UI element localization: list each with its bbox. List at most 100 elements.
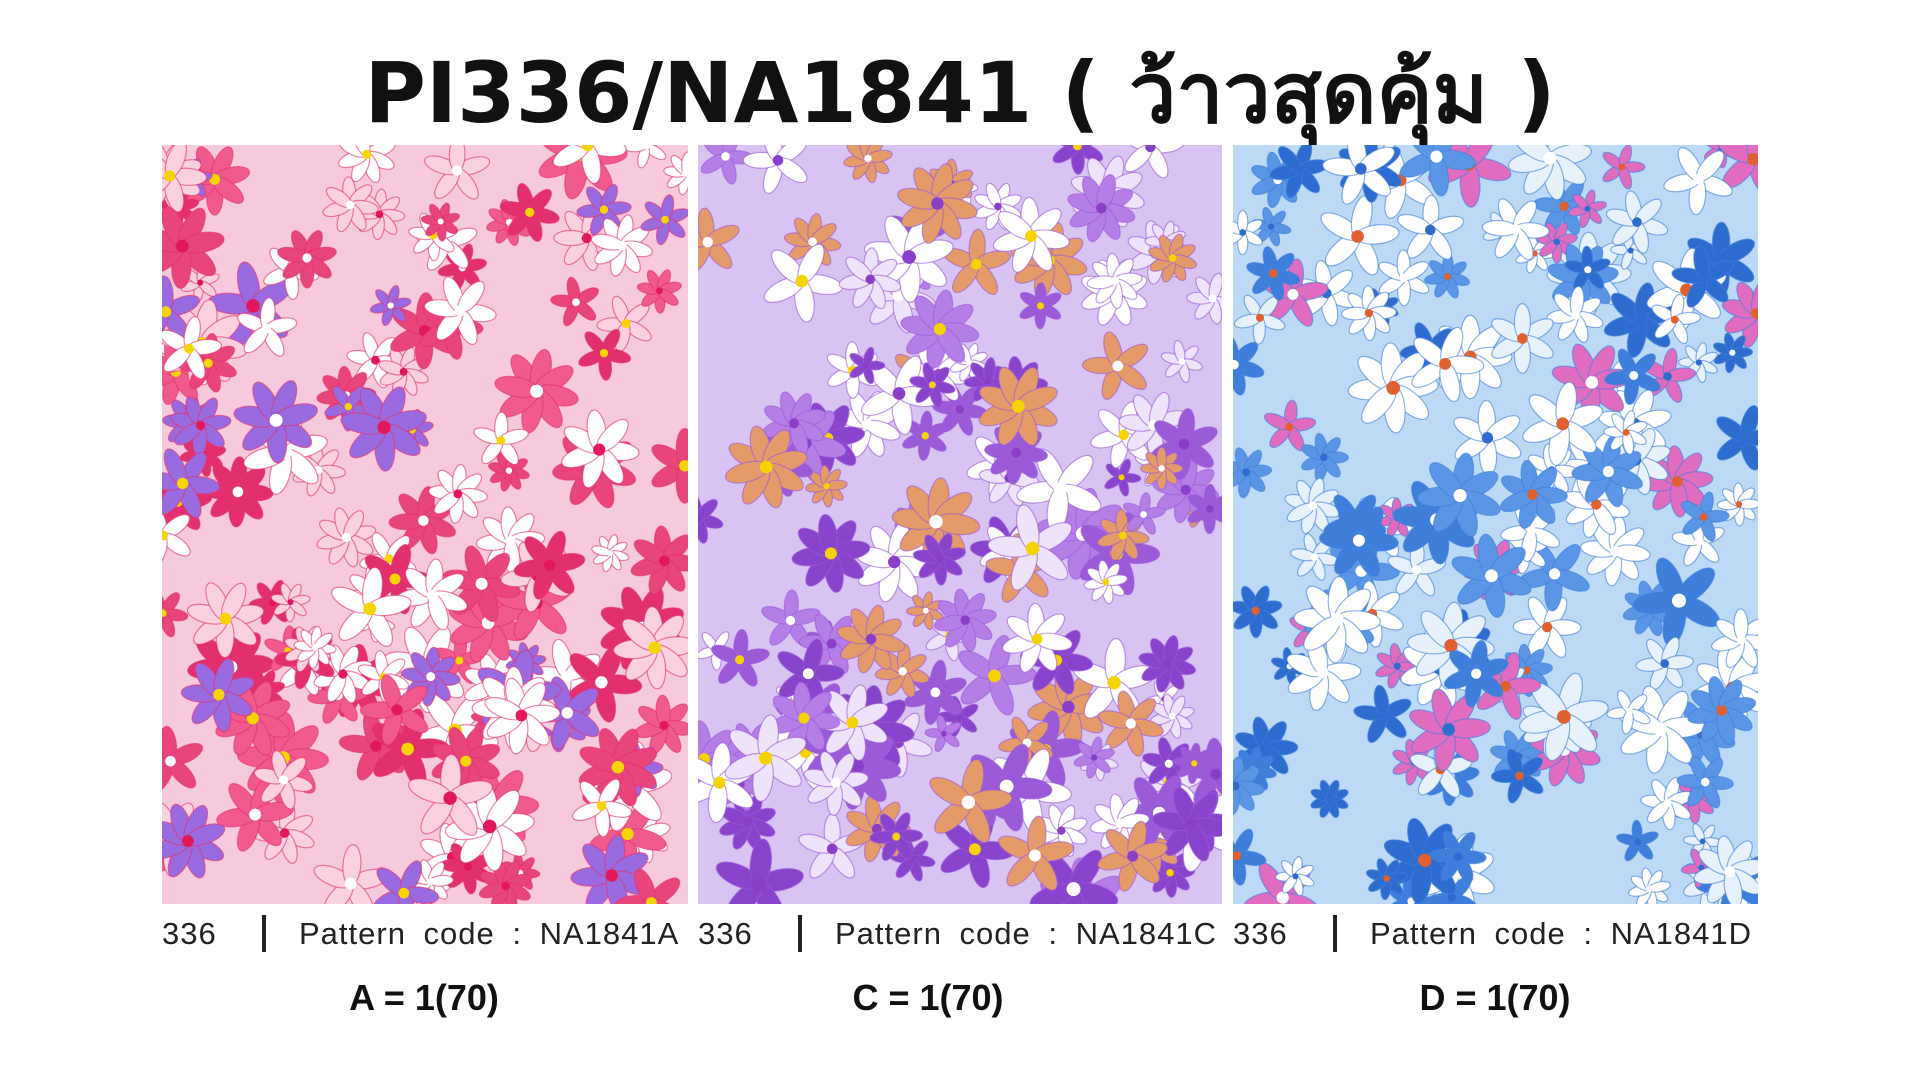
flower-center [387,302,394,309]
flower-center [1556,709,1571,724]
flower-center [599,205,609,214]
flower-center [621,827,634,841]
flower-center [1276,891,1289,904]
flower-center [1700,777,1710,787]
flower [1567,189,1607,229]
flower-center [1145,145,1156,153]
flower-center [1439,357,1452,370]
flower [1067,174,1136,243]
flower [322,176,379,233]
flower-center [544,559,555,571]
flower [1148,233,1198,283]
flower [1687,676,1757,745]
flower [478,859,532,904]
flower-center [1118,474,1125,481]
flower-center [1548,568,1561,580]
flower [1123,492,1166,535]
flower [552,145,627,185]
flower-center [599,348,609,358]
flower [1671,245,1734,308]
flower [1274,856,1315,897]
flower [630,525,688,595]
flower [578,727,658,807]
flower [1512,596,1582,658]
flower [1263,399,1317,452]
flower-center [702,236,713,248]
flower-center [1294,165,1304,175]
flower-center [1206,505,1214,513]
flower [1396,194,1465,260]
flower [909,362,956,408]
flower [369,284,412,327]
flower [591,534,630,573]
flower [371,860,440,904]
flower-center [605,869,618,882]
flower-center [1411,565,1421,575]
flower [1097,690,1164,757]
flower-center [232,486,244,498]
flower-center [1011,447,1021,458]
flower-center [1671,475,1683,487]
flower-center [370,740,382,752]
flower-center [344,877,357,890]
flower [997,815,1075,891]
flower-center [219,612,232,625]
flower-center [721,152,730,161]
flower-center [287,598,294,606]
flower [900,289,980,369]
flower [698,207,740,273]
flower-center [679,460,688,472]
flower-center [984,377,992,385]
flower-center [698,514,703,523]
flower [1716,404,1758,471]
flower-center [246,299,260,313]
flower-center [1653,722,1668,736]
flower [853,521,935,603]
flower-center [505,535,516,547]
flower [791,513,871,593]
flower-center [1627,247,1634,254]
flower-center [398,887,410,899]
flower-center [437,218,444,225]
flower-center [1724,866,1736,878]
flower-center [418,515,429,526]
flower [420,202,461,242]
flower [1491,303,1554,374]
flower-center [1553,238,1560,246]
flower-center [1584,266,1592,274]
flower-center [865,274,876,285]
flower-center [1556,417,1570,431]
flower-center [862,362,869,369]
flower [313,844,390,904]
flower [162,206,225,290]
flower [1378,249,1430,307]
flower [1233,828,1267,886]
flower [186,582,265,659]
flower [1233,585,1283,639]
flower-center [846,716,859,729]
flower-center [823,483,830,490]
flower-center [1351,230,1364,243]
flower-center [928,381,936,389]
flower-center [1693,173,1705,185]
flower-center [1057,826,1066,835]
flower-center [213,688,225,701]
flower [1443,639,1509,708]
flower [1083,559,1129,605]
flower [1119,145,1185,179]
flower-center [1444,638,1458,653]
flower-center [1663,371,1672,381]
flower-center [1024,230,1037,243]
flower [202,456,274,528]
flower-center [362,149,372,159]
flower-center [645,897,657,904]
flower-center [1320,453,1328,462]
flower-center [1118,429,1129,441]
code-prefix: 336 [698,916,753,951]
flower-center [1626,707,1634,715]
flower [1138,635,1197,693]
flower-center [1660,659,1670,668]
flower [407,859,454,904]
flower-center [1110,276,1119,286]
flower [803,751,869,816]
